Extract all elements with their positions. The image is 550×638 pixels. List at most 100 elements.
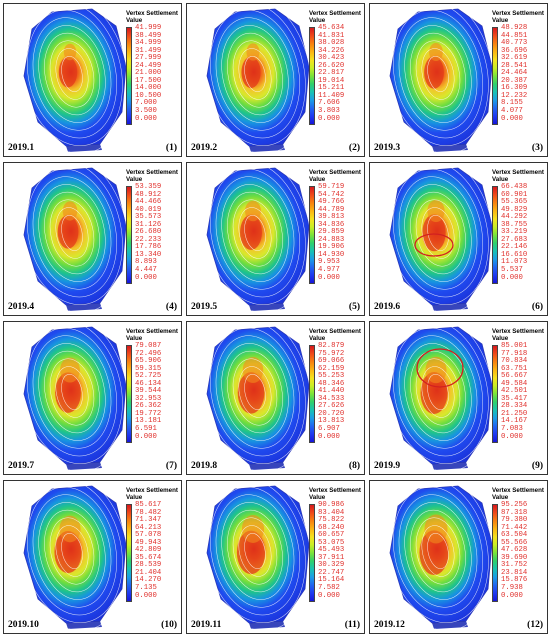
legend-title-line: Value bbox=[309, 335, 326, 342]
legend-value: 38.028 bbox=[318, 39, 345, 48]
legend-value: 57.078 bbox=[135, 531, 162, 540]
panel-date: 2019.8 bbox=[191, 461, 218, 471]
legend-color-bar bbox=[309, 27, 315, 125]
max-settlement-zone bbox=[241, 56, 261, 89]
panel-date: 2019.2 bbox=[191, 143, 218, 153]
legend-value: 0.000 bbox=[501, 432, 523, 441]
legend-value: 11.409 bbox=[318, 91, 345, 100]
legend-value: 8.893 bbox=[135, 258, 157, 267]
panel-date: 2019.6 bbox=[374, 302, 401, 312]
legend-value: 11.073 bbox=[501, 258, 528, 267]
legend-value: 5.537 bbox=[501, 266, 523, 275]
legend-values: 59.719 54.742 49.766 44.789 39.813 34.836 29.8… bbox=[318, 183, 364, 282]
legend-title: Vertex Settlement Value bbox=[126, 169, 181, 183]
legend-value: 40.019 bbox=[135, 205, 162, 214]
settlement-panel: Vertex Settlement Value 95.256 87.318 79.380… bbox=[369, 480, 548, 634]
legend-value: 0.000 bbox=[318, 432, 340, 441]
legend-value: 26.680 bbox=[135, 228, 162, 237]
legend-title-line: Vertex Settlement bbox=[126, 328, 178, 335]
legend-value: 44.851 bbox=[501, 31, 528, 40]
legend-value: 28.541 bbox=[501, 61, 528, 70]
panel-date: 2019.3 bbox=[374, 143, 401, 153]
legend-value: 75.972 bbox=[318, 349, 345, 358]
legend-value: 14.270 bbox=[135, 576, 162, 585]
max-settlement-zone bbox=[237, 372, 265, 414]
legend-value: 26.362 bbox=[135, 402, 162, 411]
legend-value: 45.493 bbox=[318, 546, 345, 555]
legend-value: 20.720 bbox=[318, 409, 345, 418]
legend-color-bar bbox=[492, 345, 498, 443]
legend-value: 41.999 bbox=[135, 24, 162, 32]
legend-values: 45.634 41.831 38.028 34.226 30.423 26.620 22.8… bbox=[318, 24, 364, 123]
legend-value: 75.822 bbox=[318, 516, 345, 525]
max-settlement-zone bbox=[55, 372, 81, 413]
legend-value: 35.417 bbox=[501, 394, 528, 403]
legend-value: 14.930 bbox=[318, 250, 345, 259]
legend-color-bar bbox=[309, 345, 315, 443]
legend-value: 53.075 bbox=[318, 538, 345, 547]
legend-value: 55.566 bbox=[501, 538, 528, 547]
legend-color-bar bbox=[492, 504, 498, 602]
contour-lines bbox=[15, 4, 129, 154]
mesh-side-face bbox=[432, 303, 468, 311]
settlement-panel: Vertex Settlement Value 90.986 83.404 75.822… bbox=[186, 480, 365, 634]
legend-value: 59.719 bbox=[318, 183, 345, 191]
legend-value: 95.256 bbox=[501, 501, 528, 509]
legend-values: 85.617 78.482 71.347 64.213 57.078 49.943 42.8… bbox=[135, 501, 181, 600]
legend-value: 56.667 bbox=[501, 372, 528, 381]
panel-number: (10) bbox=[161, 620, 177, 630]
legend-value: 0.000 bbox=[501, 273, 523, 282]
legend-title-line: Vertex Settlement bbox=[492, 169, 544, 176]
legend-value: 28.539 bbox=[135, 561, 162, 570]
legend-value: 13.813 bbox=[318, 417, 345, 426]
settlement-contour-map bbox=[381, 163, 495, 313]
legend-value: 15.164 bbox=[318, 576, 345, 585]
legend-value: 39.544 bbox=[135, 387, 162, 396]
mesh-side-face bbox=[432, 621, 468, 629]
legend-value: 22.747 bbox=[318, 568, 345, 577]
legend-value: 31.126 bbox=[135, 220, 162, 229]
legend-value: 6.907 bbox=[318, 425, 340, 434]
max-settlement-zone bbox=[420, 372, 448, 414]
panel-number: (8) bbox=[348, 461, 360, 471]
legend-value: 21.404 bbox=[135, 568, 162, 577]
legend-value: 32.953 bbox=[135, 394, 162, 403]
legend-value: 6.591 bbox=[135, 425, 157, 434]
legend-value: 7.606 bbox=[318, 99, 340, 108]
legend-title: Vertex Settlement Value bbox=[492, 10, 547, 24]
legend-title-line: Vertex Settlement bbox=[492, 328, 544, 335]
legend-value: 83.404 bbox=[318, 508, 345, 517]
panel-number: (2) bbox=[348, 143, 360, 153]
secondary-settlement-zone bbox=[246, 43, 260, 61]
mesh-side-face bbox=[432, 462, 468, 470]
contour-lines bbox=[198, 481, 312, 631]
legend-value: 38.755 bbox=[501, 220, 528, 229]
legend-title-line: Value bbox=[309, 176, 326, 183]
legend-value: 44.292 bbox=[501, 213, 528, 222]
legend-value: 35.674 bbox=[135, 553, 162, 562]
legend-value: 34.533 bbox=[318, 394, 345, 403]
legend-value: 0.000 bbox=[501, 591, 523, 600]
panel-date: 2019.4 bbox=[8, 302, 35, 312]
legend-color-bar bbox=[126, 345, 132, 443]
legend-value: 13.181 bbox=[135, 417, 162, 426]
legend-value: 34.999 bbox=[135, 39, 162, 48]
legend-value: 19.906 bbox=[318, 243, 345, 252]
settlement-contour-map bbox=[198, 163, 312, 313]
legend-value: 68.240 bbox=[318, 523, 345, 532]
legend-value: 66.438 bbox=[501, 183, 528, 191]
legend-title: Vertex Settlement Value bbox=[492, 328, 547, 342]
legend-title-line: Value bbox=[126, 494, 143, 501]
legend-values: 85.001 77.918 70.834 63.751 56.667 49.584 42.5… bbox=[501, 342, 547, 441]
secondary-settlement-zone bbox=[62, 201, 78, 221]
panel-date: 2019.10 bbox=[8, 620, 39, 630]
legend-value: 4.977 bbox=[318, 266, 340, 275]
panel-date: 2019.5 bbox=[191, 302, 218, 312]
panel-date: 2019.12 bbox=[374, 620, 405, 630]
legend-title-line: Vertex Settlement bbox=[309, 169, 361, 176]
mesh-side-face bbox=[66, 462, 102, 470]
legend-value: 41.831 bbox=[318, 31, 345, 40]
settlement-contour-map bbox=[198, 322, 312, 472]
legend-value: 49.943 bbox=[135, 538, 162, 547]
legend-title-line: Value bbox=[492, 494, 509, 501]
